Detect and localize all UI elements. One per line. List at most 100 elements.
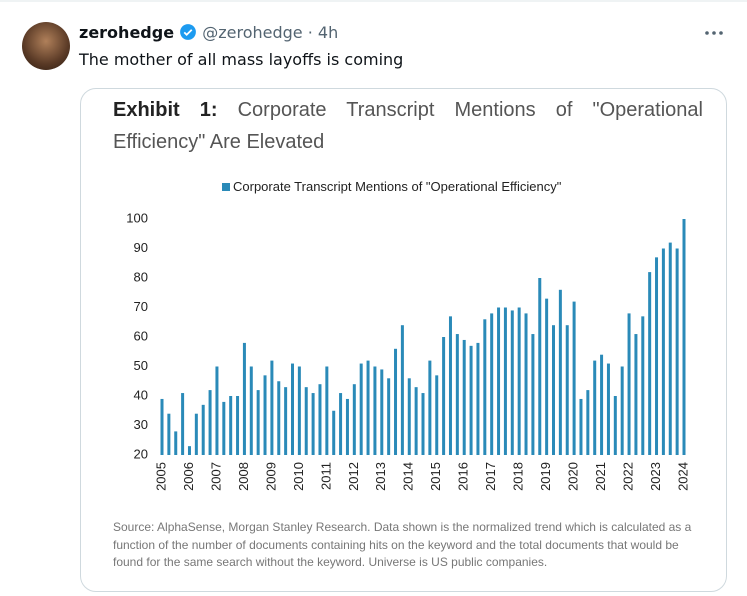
x-tick-label: 2022: [620, 462, 635, 491]
bar: [428, 360, 432, 455]
bar: [345, 398, 349, 455]
bar: [174, 431, 178, 455]
y-tick-label: 20: [134, 446, 148, 461]
user-name[interactable]: zerohedge: [79, 23, 175, 42]
bar: [400, 325, 404, 455]
bar: [167, 413, 171, 455]
bar: [476, 342, 480, 455]
bar: [455, 334, 459, 455]
x-tick-label: 2015: [428, 462, 443, 491]
bar: [593, 360, 597, 455]
bar: [414, 387, 418, 455]
bar: [373, 366, 377, 455]
x-tick-label: 2023: [648, 462, 663, 491]
bar: [407, 378, 411, 455]
top-border: [0, 0, 747, 2]
x-tick-label: 2020: [566, 462, 581, 491]
bar: [284, 387, 288, 455]
y-tick-label: 70: [134, 299, 148, 314]
bar: [263, 375, 267, 455]
y-tick-label: 50: [134, 358, 148, 373]
bar: [675, 248, 679, 455]
bar: [442, 337, 446, 455]
bar: [641, 316, 645, 455]
verified-badge: [180, 24, 197, 40]
bar: [421, 393, 425, 455]
user-handle[interactable]: @zerohedge: [202, 23, 303, 42]
bar: [606, 363, 610, 455]
x-tick-label: 2018: [511, 462, 526, 491]
bar: [545, 298, 549, 455]
bar: [394, 348, 398, 455]
bar: [552, 325, 555, 455]
bar: [270, 360, 274, 455]
bar: [222, 401, 226, 455]
bar: [332, 410, 336, 455]
x-tick-label: 2012: [346, 462, 361, 491]
bar: [462, 339, 466, 455]
bar: [380, 369, 384, 455]
bar: [627, 313, 631, 455]
bar: [291, 363, 294, 455]
y-tick-label: 100: [126, 210, 148, 225]
timestamp[interactable]: 4h: [317, 23, 339, 42]
bar: [586, 390, 590, 455]
y-tick-label: 30: [134, 417, 148, 432]
bar: [352, 384, 356, 455]
bar: [510, 310, 514, 455]
bar: [242, 342, 246, 455]
legend-label: Corporate Transcript Mentions of "Operat…: [233, 179, 562, 194]
bar: [160, 398, 164, 455]
bar: [497, 307, 501, 455]
media-card[interactable]: [80, 88, 727, 592]
chart: 20 30 40 50 60 70 80 90 100 Corporate Transcript …: [126, 179, 690, 491]
x-tick-label: 2005: [153, 462, 168, 491]
bar: [249, 366, 253, 455]
bar: [277, 381, 281, 455]
avatar[interactable]: [22, 22, 70, 70]
bar: [229, 396, 233, 455]
bar: [366, 360, 370, 455]
bar: [304, 387, 308, 455]
bar: [668, 242, 672, 455]
bar: [297, 366, 301, 455]
x-tick-label: 2006: [181, 462, 196, 491]
x-tick-label: 2007: [208, 462, 223, 491]
x-tick-label: 2019: [538, 462, 553, 491]
legend-swatch: [222, 183, 230, 191]
bar: [503, 307, 507, 455]
y-tick-label: 60: [134, 328, 148, 343]
chart-source: Source: AlphaSense, Morgan Stanley Resea…: [113, 520, 692, 569]
x-tick-label: 2014: [401, 462, 416, 491]
bar: [311, 393, 315, 455]
x-tick-label: 2013: [373, 462, 388, 491]
bar: [524, 313, 528, 455]
bar: [435, 375, 439, 455]
bar: [655, 257, 659, 455]
x-tick-label: 2017: [483, 462, 498, 491]
bar: [483, 319, 487, 455]
bar: [613, 396, 617, 455]
bar: [181, 393, 185, 455]
bar: [620, 366, 624, 455]
bar: [531, 334, 535, 455]
x-tick-label: 2008: [236, 462, 251, 491]
bar: [517, 307, 521, 455]
x-tick-label: 2021: [593, 462, 608, 491]
bar: [339, 393, 343, 455]
bar: [215, 366, 219, 455]
bar: [208, 390, 212, 455]
y-tick-label: 90: [134, 240, 148, 255]
y-tick-label: 40: [134, 387, 148, 402]
bar: [490, 313, 494, 455]
bar: [634, 334, 638, 455]
y-tick-label: 80: [134, 269, 148, 284]
bar: [648, 272, 652, 455]
bar: [558, 289, 562, 455]
bar: [448, 316, 452, 455]
x-tick-label: 2011: [318, 462, 333, 490]
more-menu[interactable]: [703, 28, 725, 38]
bar: [236, 396, 240, 455]
bar: [538, 278, 542, 455]
